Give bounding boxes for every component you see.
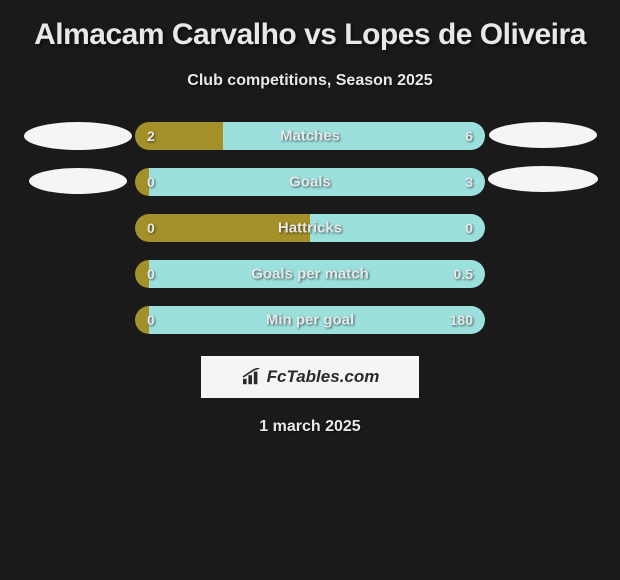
player-left-icon-1 [24,122,132,150]
stat-row: 0 0 Hattricks [135,214,485,242]
stat-label: Min per goal [266,312,354,329]
stat-row: 2 6 Matches [135,122,485,150]
player-right-icon-2 [488,166,598,192]
value-right: 180 [450,312,473,328]
source-logo: FcTables.com [201,356,419,398]
stat-row: 0 180 Min per goal [135,306,485,334]
value-left: 2 [147,128,155,144]
player-left-icons [20,122,135,194]
value-left: 0 [147,266,155,282]
bar-chart-icon [241,368,263,386]
stat-row: 0 0.5 Goals per match [135,260,485,288]
page-title: Almacam Carvalho vs Lopes de Oliveira [0,10,620,60]
date: 1 march 2025 [0,418,620,436]
value-right: 6 [465,128,473,144]
logo-text: FcTables.com [267,367,380,387]
player-right-icon-1 [489,122,597,148]
player-right-icons [485,122,600,192]
value-right: 3 [465,174,473,190]
value-left: 0 [147,220,155,236]
value-right: 0.5 [454,266,473,282]
stat-label: Matches [280,128,340,145]
stat-label: Goals [289,174,331,191]
stat-bars: 2 6 Matches 0 3 Goals 0 0 Hattricks 0 0.5 Goals per… [135,122,485,334]
value-left: 0 [147,312,155,328]
value-left: 0 [147,174,155,190]
bar-right [223,122,486,150]
stat-label: Hattricks [278,220,342,237]
player-left-icon-2 [29,168,127,194]
value-right: 0 [465,220,473,236]
stat-row: 0 3 Goals [135,168,485,196]
subtitle: Club competitions, Season 2025 [0,72,620,90]
stat-label: Goals per match [251,266,369,283]
comparison-chart: 2 6 Matches 0 3 Goals 0 0 Hattricks 0 0.5 Goals per… [0,122,620,334]
